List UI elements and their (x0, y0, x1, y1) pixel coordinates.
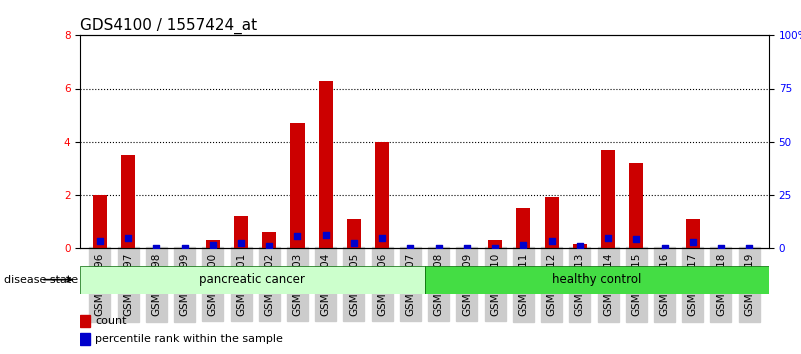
Text: disease state: disease state (4, 275, 78, 285)
Text: count: count (95, 316, 127, 326)
Bar (319, 81, 332, 248)
Point (404, 245, 417, 251)
Point (602, 235, 614, 241)
Bar (291, 123, 304, 248)
Bar (545, 198, 558, 248)
Point (461, 245, 473, 251)
Point (489, 245, 501, 251)
Point (235, 240, 248, 246)
Point (545, 238, 558, 244)
Point (743, 245, 755, 251)
Point (658, 245, 671, 251)
Point (263, 244, 276, 249)
Text: healthy control: healthy control (552, 273, 642, 286)
Bar (93, 195, 107, 248)
Bar (573, 244, 587, 248)
Bar (601, 149, 615, 248)
Bar (80, 333, 91, 345)
Point (630, 236, 642, 242)
Text: pancreatic cancer: pancreatic cancer (199, 273, 305, 286)
Bar (488, 240, 502, 248)
FancyBboxPatch shape (425, 266, 769, 294)
Point (150, 245, 163, 251)
Point (320, 233, 332, 238)
Bar (347, 218, 361, 248)
Point (207, 242, 219, 248)
Bar (262, 232, 276, 248)
Point (94, 238, 107, 244)
Bar (686, 218, 700, 248)
FancyBboxPatch shape (80, 266, 425, 294)
Point (686, 239, 699, 245)
Bar (206, 240, 219, 248)
Point (517, 242, 529, 248)
Text: percentile rank within the sample: percentile rank within the sample (95, 334, 283, 344)
Point (291, 234, 304, 239)
Point (376, 235, 388, 241)
Bar (80, 315, 91, 327)
Bar (630, 163, 643, 248)
Bar (121, 155, 135, 248)
Bar (375, 142, 389, 248)
Point (574, 243, 586, 249)
Bar (517, 208, 530, 248)
Point (122, 235, 135, 241)
Point (178, 245, 191, 251)
Bar (234, 216, 248, 248)
Point (433, 245, 445, 251)
Point (714, 245, 727, 251)
Point (348, 240, 360, 246)
Text: GDS4100 / 1557424_at: GDS4100 / 1557424_at (80, 18, 257, 34)
